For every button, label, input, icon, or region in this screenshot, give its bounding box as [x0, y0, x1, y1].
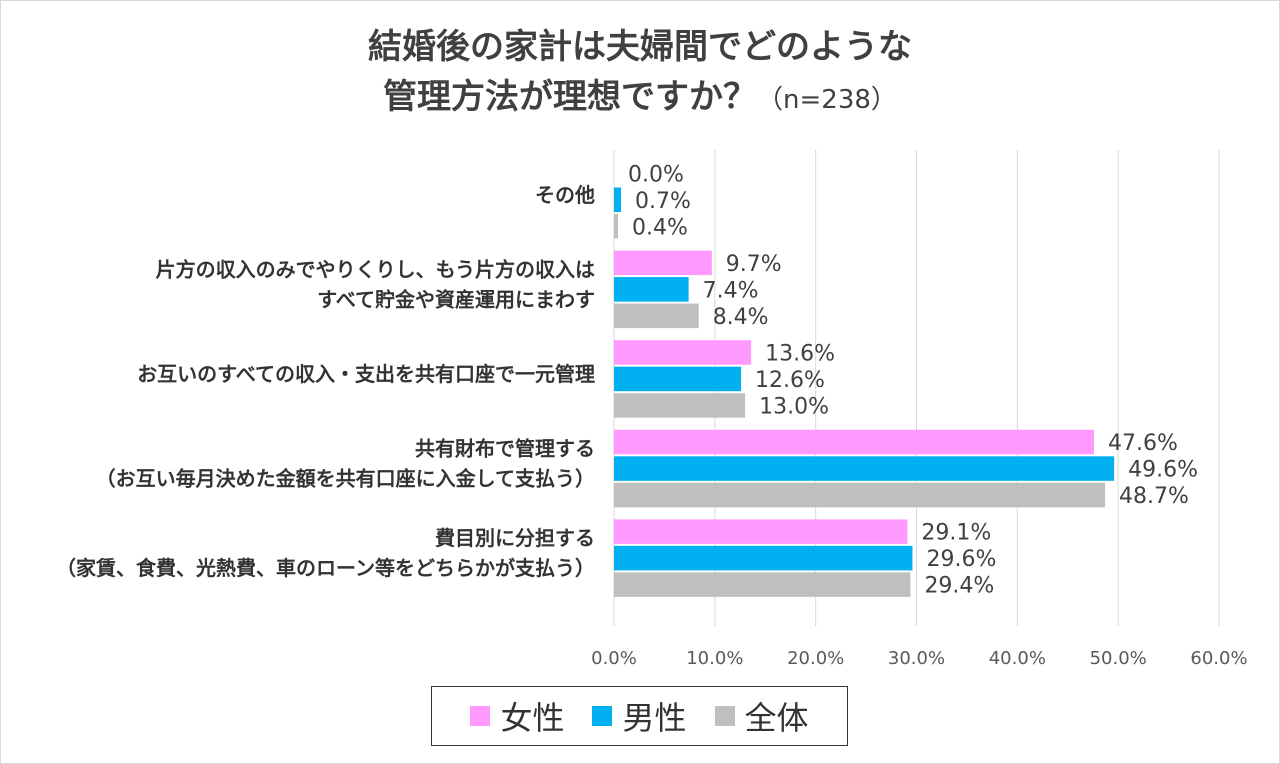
- bar: [614, 366, 742, 392]
- bar: [614, 393, 746, 418]
- bar: [614, 340, 752, 365]
- data-label: 48.7%: [1119, 484, 1189, 509]
- data-label: 0.0%: [628, 162, 684, 187]
- bar: [614, 303, 699, 329]
- data-label: 13.6%: [765, 341, 835, 366]
- x-tick-label: 50.0%: [1090, 648, 1147, 669]
- category-label: （お互い毎月決めた金額を共有口座に入金して支払う）: [96, 467, 595, 491]
- bar: [614, 187, 622, 212]
- data-label: 7.4%: [703, 278, 759, 303]
- category-label: （家賃、食費、光熱費、車のローン等をどちらかが支払う）: [56, 556, 595, 580]
- legend-item: 全体: [714, 693, 809, 739]
- category-label: 費目別に分担する: [435, 526, 595, 550]
- title-line-1: 結婚後の家計は夫婦間でどのような: [368, 27, 912, 67]
- data-label: 9.7%: [726, 252, 782, 277]
- x-tick-label: 40.0%: [989, 648, 1046, 669]
- data-label: 49.6%: [1128, 458, 1198, 483]
- bar: [614, 482, 1106, 508]
- x-tick-label: 20.0%: [787, 648, 844, 669]
- legend-swatch: [470, 706, 491, 726]
- bar: [614, 429, 1094, 455]
- bar: [614, 456, 1115, 481]
- sample-size: （n=238）: [757, 85, 897, 115]
- x-tick-label: 0.0%: [591, 648, 637, 669]
- category-label: 共有財布で管理する: [415, 437, 595, 461]
- data-label: 0.4%: [632, 215, 688, 240]
- category-label: その他: [535, 183, 595, 207]
- title-line-2-main: 管理方法が理想ですか？: [383, 77, 758, 117]
- x-tick-label: 10.0%: [686, 648, 743, 669]
- bar: [614, 214, 619, 239]
- legend-swatch: [592, 706, 613, 726]
- bar: [614, 572, 911, 597]
- legend-swatch: [714, 706, 735, 726]
- legend-label: 女性: [500, 699, 565, 737]
- data-label: 47.6%: [1108, 431, 1178, 456]
- legend-item: 女性: [470, 693, 564, 739]
- category-label: すべて貯金や資産運用にまわす: [317, 287, 595, 311]
- data-label: 29.4%: [924, 574, 994, 599]
- data-label: 13.0%: [759, 394, 829, 419]
- data-label: 12.6%: [755, 368, 825, 393]
- legend-label: 全体: [744, 699, 809, 737]
- x-tick-label: 30.0%: [888, 648, 945, 669]
- bar: [614, 250, 712, 276]
- legend-label: 男性: [622, 699, 687, 737]
- bar: [614, 519, 908, 544]
- data-label: 29.1%: [921, 521, 991, 546]
- category-label: 片方の収入のみでやりくりし、もう片方の収入は: [156, 257, 595, 281]
- legend-item: 男性: [592, 693, 687, 739]
- legend: 女性 男性 全体: [431, 686, 848, 746]
- data-label: 0.7%: [635, 189, 691, 214]
- bar: [614, 277, 689, 302]
- data-label: 8.4%: [713, 305, 769, 330]
- bar: [614, 545, 913, 571]
- data-label: 29.6%: [926, 547, 996, 572]
- category-label: お互いのすべての収入・支出を共有口座で一元管理: [137, 362, 595, 386]
- chart-title: 結婚後の家計は夫婦間でどのような 管理方法が理想ですか？（n=238）: [0, 22, 1280, 125]
- x-tick-label: 60.0%: [1190, 648, 1247, 669]
- title-line-2: 管理方法が理想ですか？（n=238）: [0, 72, 1280, 125]
